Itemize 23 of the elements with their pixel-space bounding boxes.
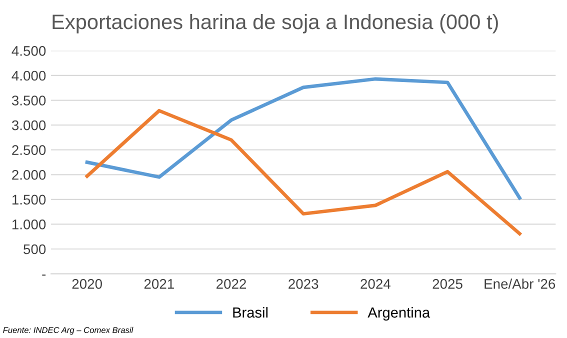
y-tick-label: 4.500 [12,46,46,56]
y-tick-label: 4.000 [12,70,46,81]
legend-label: Argentina [368,306,430,321]
x-tick-label: 2021 [144,279,174,289]
x-tick-label: Ene/Abr '26 [484,278,556,289]
y-tick-label: 3.500 [12,96,46,106]
x-tick-label: 2025 [432,279,462,289]
y-tick-label: 1.000 [12,220,46,230]
legend-label: Brasil [233,306,268,318]
x-tick-label: 2020 [72,279,102,289]
x-tick-label: 2022 [216,279,246,289]
line-series [85,108,522,236]
source-note: Fuente: INDEC Arg – Comex Brasil [3,326,134,335]
y-tick-label: 2.000 [12,170,46,180]
y-tick-label: 2.500 [12,145,46,156]
chart-title: Exportaciones harina de soja a Indonesia (000 t) [52,14,498,34]
y-tick-label: 500 [24,244,46,254]
x-tick-label: 2024 [360,279,390,289]
y-tick-label: 3.000 [12,120,46,130]
y-tick-label: 1.500 [12,194,46,205]
x-tick-label: 2023 [288,279,318,289]
line-series [85,77,522,200]
y-tick-label: - [42,274,46,276]
